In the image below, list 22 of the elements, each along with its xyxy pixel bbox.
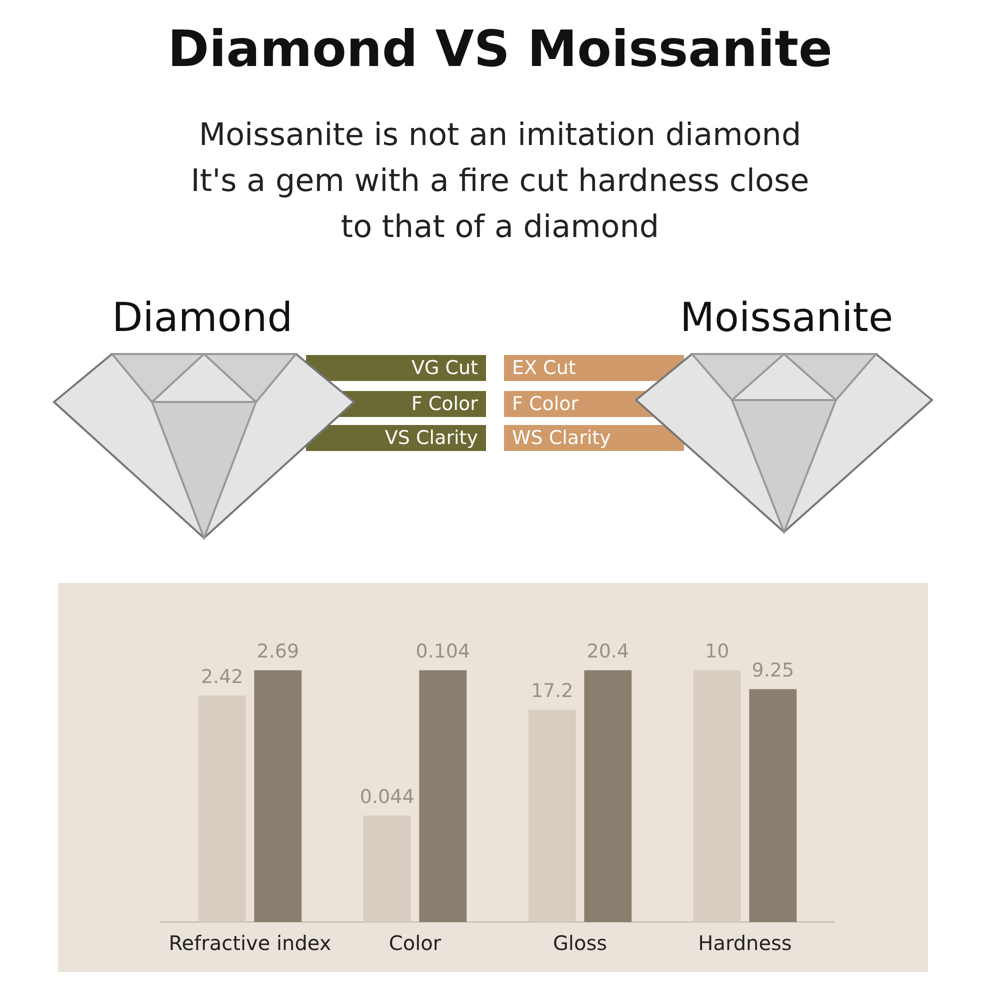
x-tick-label: Hardness	[698, 931, 792, 956]
text: VG Cut	[306, 355, 486, 381]
data-label: 17.2	[530, 680, 574, 702]
data-label: 10	[705, 640, 730, 663]
data-label: 9.25	[752, 660, 794, 682]
data-label: 20.4	[586, 640, 630, 663]
data-label: 2.69	[256, 640, 300, 663]
text: Diamond	[112, 295, 293, 341]
text: Moissanite	[680, 295, 894, 341]
data-label: 0.044	[360, 786, 414, 808]
data-label: 0.104	[416, 640, 470, 663]
x-tick-label: Color	[388, 931, 442, 956]
text: Moissanite is not an imitation diamond It's a gem with a fire cut hardness close to that of a diamond	[190, 116, 810, 247]
text: VS Clarity	[306, 425, 486, 451]
text: F Color	[306, 391, 486, 417]
data-label: 2.42	[200, 666, 244, 688]
text: WS Clarity	[504, 425, 684, 451]
text: F Color	[504, 391, 684, 417]
text: EX Cut	[504, 355, 684, 381]
text: Diamond VS Moissanite	[166, 20, 834, 78]
x-tick-label: Refractive index	[168, 931, 332, 956]
x-tick-label: Gloss	[552, 931, 608, 956]
